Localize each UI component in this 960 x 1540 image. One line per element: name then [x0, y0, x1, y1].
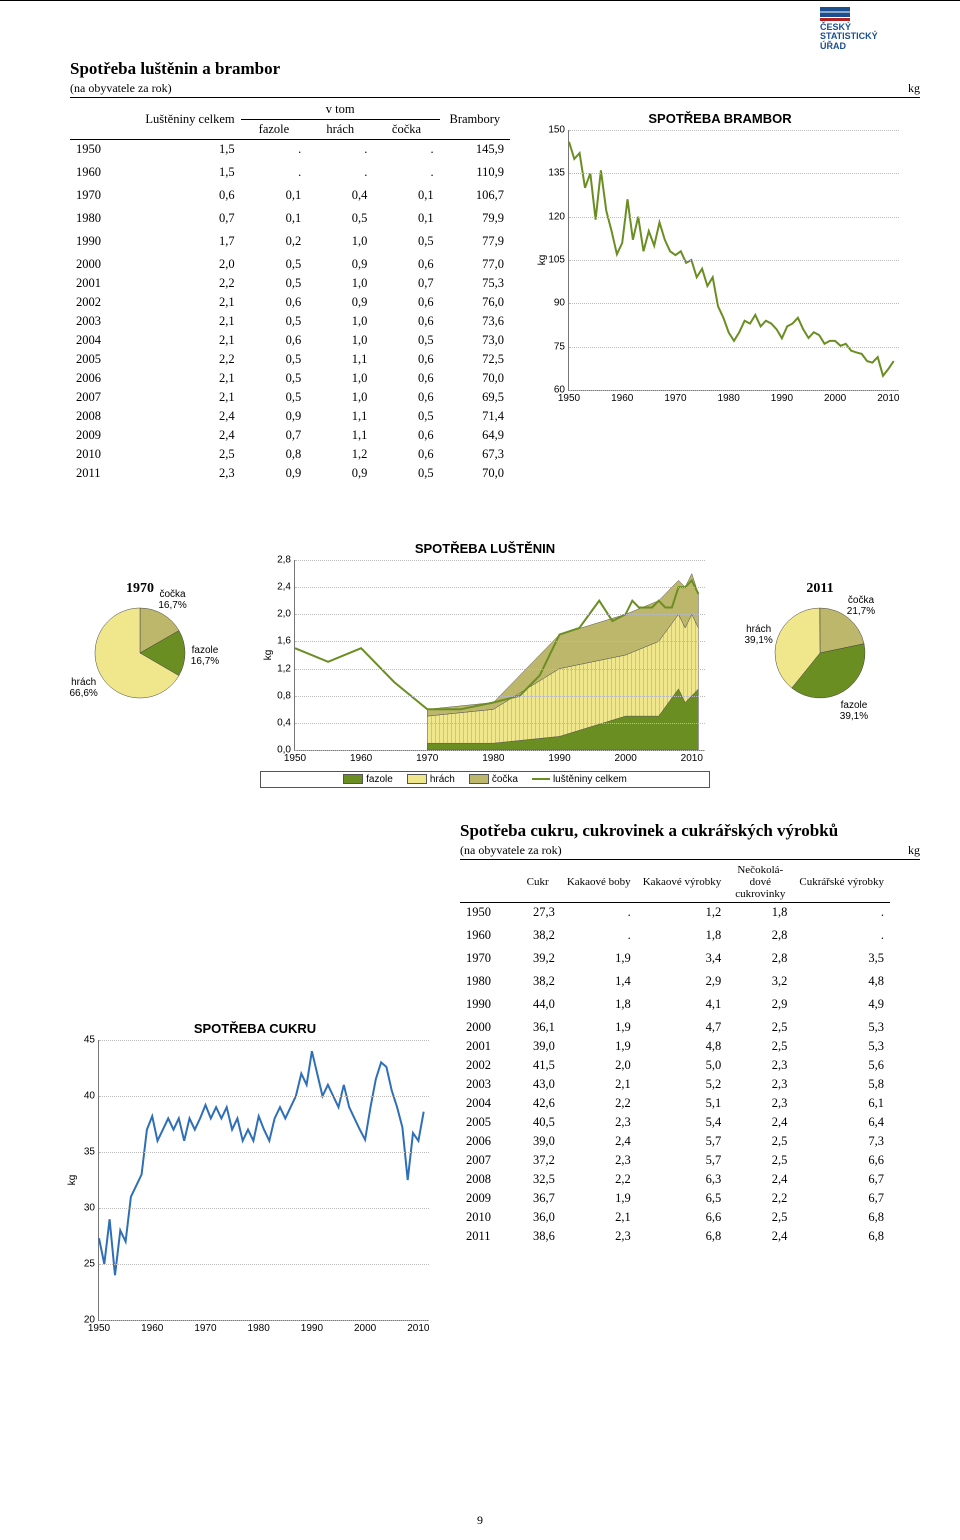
- pie-slice-label: čočka21,7%: [847, 595, 875, 617]
- table-row: 201036,02,16,62,56,8: [460, 1208, 890, 1227]
- table1-title: Spotřeba luštěnin a brambor: [70, 59, 920, 79]
- pie-slice-label: fazole39,1%: [840, 700, 868, 722]
- table-row: 20062,10,51,00,670,0: [70, 369, 510, 388]
- table-row: 20092,40,71,10,664,9: [70, 426, 510, 445]
- pie-1970: 1970 čočka16,7%fazole16,7%hrách66,6%: [70, 581, 210, 706]
- col-necokoladove: Nečokolá- dové cukrovinky: [727, 862, 793, 903]
- table-row: 20052,20,51,10,672,5: [70, 350, 510, 369]
- table-row: 200936,71,96,52,26,7: [460, 1189, 890, 1208]
- pie-slice-label: hrách39,1%: [744, 624, 772, 646]
- table-row: 200139,01,94,82,55,3: [460, 1037, 890, 1056]
- table1-subtitle: (na obyvatele za rok): [70, 81, 172, 96]
- chart-brambor-title: SPOTŘEBA BRAMBOR: [540, 111, 900, 126]
- col-fazole: fazole: [241, 120, 308, 140]
- table-row: 197039,21,93,42,83,5: [460, 945, 890, 968]
- table-row: 195027,3.1,21,8.: [460, 903, 890, 923]
- col-kakaove-vyrobky: Kakaové výrobky: [637, 862, 728, 903]
- pie-2011: 2011 čočka21,7%fazole39,1%hrách39,1%: [750, 581, 890, 706]
- table-row: 20042,10,61,00,573,0: [70, 331, 510, 350]
- table-cukr: Cukr Kakaové boby Kakaové výrobky Nečoko…: [460, 862, 890, 1246]
- pie-slice-label: fazole16,7%: [191, 645, 219, 667]
- chart-cukru-title: SPOTŘEBA CUKRU: [70, 1021, 440, 1036]
- table-row: 19601,5...110,9: [70, 159, 510, 182]
- table-row: 196038,2.1,82,8.: [460, 922, 890, 945]
- chart-spotreba-brambor: SPOTŘEBA BRAMBOR kg 60759010512013515019…: [540, 111, 900, 391]
- legend-hrach: hrách: [430, 774, 455, 785]
- logo-line3: ÚŘAD: [820, 41, 846, 51]
- table-row: 200442,62,25,12,36,1: [460, 1094, 890, 1113]
- col-cukrarske: Cukrářské výrobky: [793, 862, 890, 903]
- table-row: 200540,52,35,42,46,4: [460, 1113, 890, 1132]
- chart-lusten-legend: fazole hrách čočka luštěniny celkem: [260, 771, 710, 788]
- table-row: 200832,52,26,32,46,7: [460, 1170, 890, 1189]
- table-row: 200343,02,15,22,35,8: [460, 1075, 890, 1094]
- table-row: 20072,10,51,00,669,5: [70, 388, 510, 407]
- col-brambory: Brambory: [440, 100, 510, 140]
- table-row: 200737,22,35,72,56,6: [460, 1151, 890, 1170]
- table-row: 20082,40,91,10,571,4: [70, 407, 510, 426]
- table2-unit: kg: [908, 843, 920, 858]
- table-row: 198038,21,42,93,24,8: [460, 968, 890, 991]
- table-row: 199044,01,84,12,94,9: [460, 991, 890, 1014]
- pie-slice-label: čočka16,7%: [158, 589, 186, 611]
- col-group-vtom: v tom: [241, 100, 440, 120]
- chart-cukru-ylabel: kg: [67, 1175, 78, 1186]
- table-row: 19901,70,21,00,577,9: [70, 228, 510, 251]
- chart-spotreba-cukru: SPOTŘEBA CUKRU kg 2025303540451950196019…: [70, 1021, 440, 1321]
- table-row: 20022,10,60,90,676,0: [70, 293, 510, 312]
- legend-total: luštěniny celkem: [553, 774, 627, 785]
- table-row: 201138,62,36,82,46,8: [460, 1227, 890, 1246]
- chart-brambor-ylabel: kg: [537, 255, 548, 266]
- czso-logo: ČESKÝ STATISTICKÝ ÚŘAD: [820, 7, 920, 51]
- table-row: 200241,52,05,02,35,6: [460, 1056, 890, 1075]
- col-cukr: Cukr: [515, 862, 561, 903]
- table-row: 19800,70,10,50,179,9: [70, 205, 510, 228]
- col-kakaove-boby: Kakaové boby: [561, 862, 637, 903]
- table-row: 200036,11,94,72,55,3: [460, 1014, 890, 1037]
- table2-title: Spotřeba cukru, cukrovinek a cukrářských…: [460, 821, 920, 841]
- table-row: 20112,30,90,90,570,0: [70, 464, 510, 483]
- table-row: 20102,50,81,20,667,3: [70, 445, 510, 464]
- table-row: 200639,02,45,72,57,3: [460, 1132, 890, 1151]
- col-cocka: čočka: [373, 120, 439, 140]
- chart-lusten-title: SPOTŘEBA LUŠTĚNIN: [260, 541, 710, 556]
- table-row: 20012,20,51,00,775,3: [70, 274, 510, 293]
- page-number: 9: [477, 1513, 483, 1528]
- table1-unit: kg: [908, 81, 920, 96]
- pie-slice-label: hrách66,6%: [69, 677, 97, 699]
- pie-1970-title: 1970: [70, 581, 210, 597]
- col-hrach: hrách: [307, 120, 373, 140]
- table-row: 20002,00,50,90,677,0: [70, 251, 510, 274]
- table-lusteniny-brambory: Luštěniny celkem v tom Brambory fazole h…: [70, 100, 510, 483]
- chart-spotreba-lustenin: SPOTŘEBA LUŠTĚNIN kg 0,00,40,81,21,62,02…: [260, 541, 710, 788]
- table-row: 20032,10,51,00,673,6: [70, 312, 510, 331]
- legend-fazole: fazole: [366, 774, 393, 785]
- chart-lusten-ylabel: kg: [263, 650, 274, 661]
- table-row: 19501,5...145,9: [70, 140, 510, 160]
- col-lusteniny-celkem: Luštěniny celkem: [139, 100, 240, 140]
- table2-subtitle: (na obyvatele za rok): [460, 843, 562, 858]
- table-row: 19700,60,10,40,1106,7: [70, 182, 510, 205]
- legend-cocka: čočka: [492, 774, 518, 785]
